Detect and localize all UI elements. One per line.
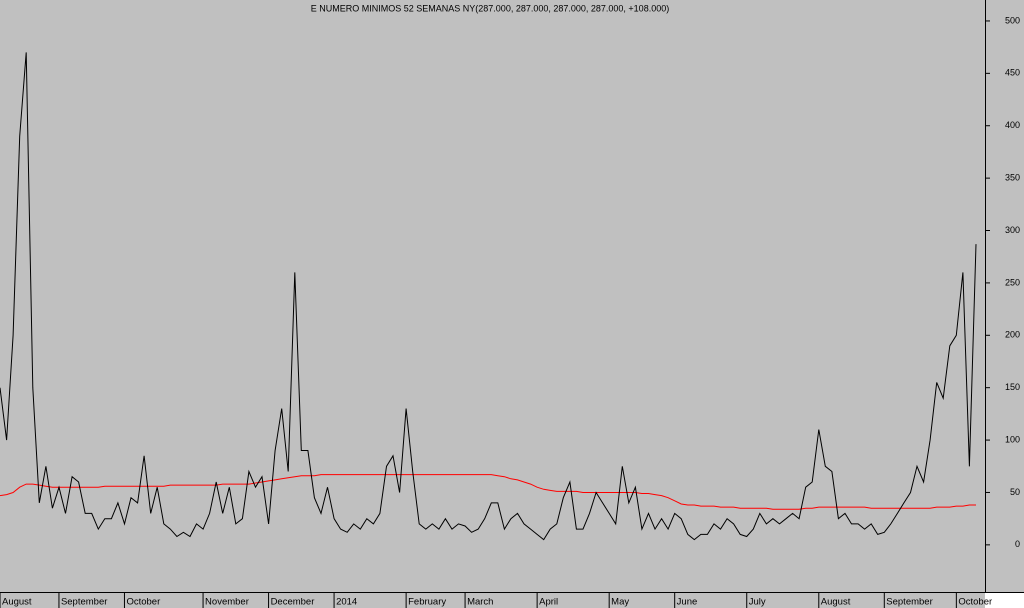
y-tick-label: 400 [1005,120,1020,130]
x-tick-label: September [886,597,932,608]
x-tick-label: November [205,597,249,608]
y-tick-label: 250 [1005,277,1020,287]
x-tick-label: December [271,597,315,608]
x-tick-label: March [467,597,493,608]
x-tick-label: February [408,597,446,608]
y-tick-label: 50 [1010,487,1020,497]
x-tick-label: August [821,597,851,608]
x-tick-label: October [126,597,160,608]
y-tick-label: 0 [1015,539,1020,549]
y-tick-label: 200 [1005,330,1020,340]
y-tick-label: 300 [1005,225,1020,235]
y-tick-label: 150 [1005,382,1020,392]
x-tick-label: May [611,597,629,608]
x-tick-label: June [677,597,698,608]
x-tick-label: September [61,597,107,608]
series-line [0,474,976,510]
x-tick-label: April [539,597,558,608]
chart-title: E NUMERO MINIMOS 52 SEMANAS NY(287.000, … [311,3,669,13]
x-tick-label: July [749,597,766,608]
x-tick-label: August [2,597,32,608]
y-tick-label: 450 [1005,68,1020,78]
x-tick-label: October [958,597,992,608]
series-line [0,52,977,541]
corner [985,593,1024,608]
y-tick-label: 100 [1005,434,1020,444]
y-tick-label: 500 [1005,15,1020,25]
x-tick-label: 2014 [336,597,357,608]
y-tick-label: 350 [1005,172,1020,182]
